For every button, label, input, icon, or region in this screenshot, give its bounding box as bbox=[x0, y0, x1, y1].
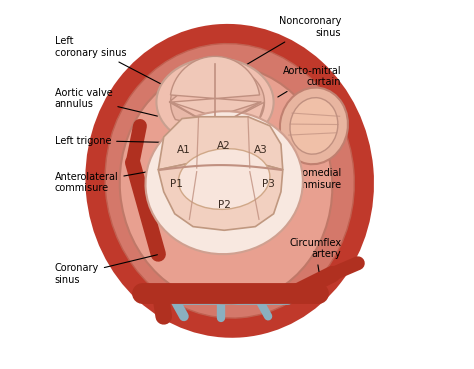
Text: Left
coronary sinus: Left coronary sinus bbox=[55, 37, 172, 90]
Text: Aorto-mitral
curtain: Aorto-mitral curtain bbox=[278, 66, 341, 97]
Text: Coronary
sinus: Coronary sinus bbox=[55, 255, 157, 285]
Ellipse shape bbox=[179, 149, 270, 209]
Ellipse shape bbox=[120, 66, 332, 303]
Ellipse shape bbox=[290, 98, 338, 154]
Text: P2: P2 bbox=[218, 200, 231, 210]
Text: P1: P1 bbox=[170, 179, 183, 190]
Polygon shape bbox=[158, 117, 283, 170]
Ellipse shape bbox=[87, 25, 373, 337]
Polygon shape bbox=[158, 159, 283, 230]
Ellipse shape bbox=[156, 58, 273, 146]
Polygon shape bbox=[169, 63, 215, 128]
Ellipse shape bbox=[280, 87, 348, 164]
Polygon shape bbox=[171, 56, 261, 117]
Text: P3: P3 bbox=[262, 179, 274, 190]
Ellipse shape bbox=[146, 111, 303, 254]
Text: Circumflex
artery: Circumflex artery bbox=[289, 238, 341, 272]
Ellipse shape bbox=[105, 44, 354, 318]
Text: A2: A2 bbox=[217, 141, 231, 151]
Text: Anterolateral
commisure: Anterolateral commisure bbox=[55, 170, 155, 193]
Text: A3: A3 bbox=[254, 145, 268, 155]
Text: Left trigone: Left trigone bbox=[55, 135, 163, 145]
Text: Posteromedial
commisure: Posteromedial commisure bbox=[272, 164, 341, 190]
Text: Noncoronary
sinus: Noncoronary sinus bbox=[241, 16, 341, 68]
Text: A1: A1 bbox=[177, 145, 191, 155]
Polygon shape bbox=[215, 63, 264, 128]
Text: Right
trigone: Right trigone bbox=[307, 117, 341, 138]
Text: Aortic valve
annulus: Aortic valve annulus bbox=[55, 88, 157, 116]
